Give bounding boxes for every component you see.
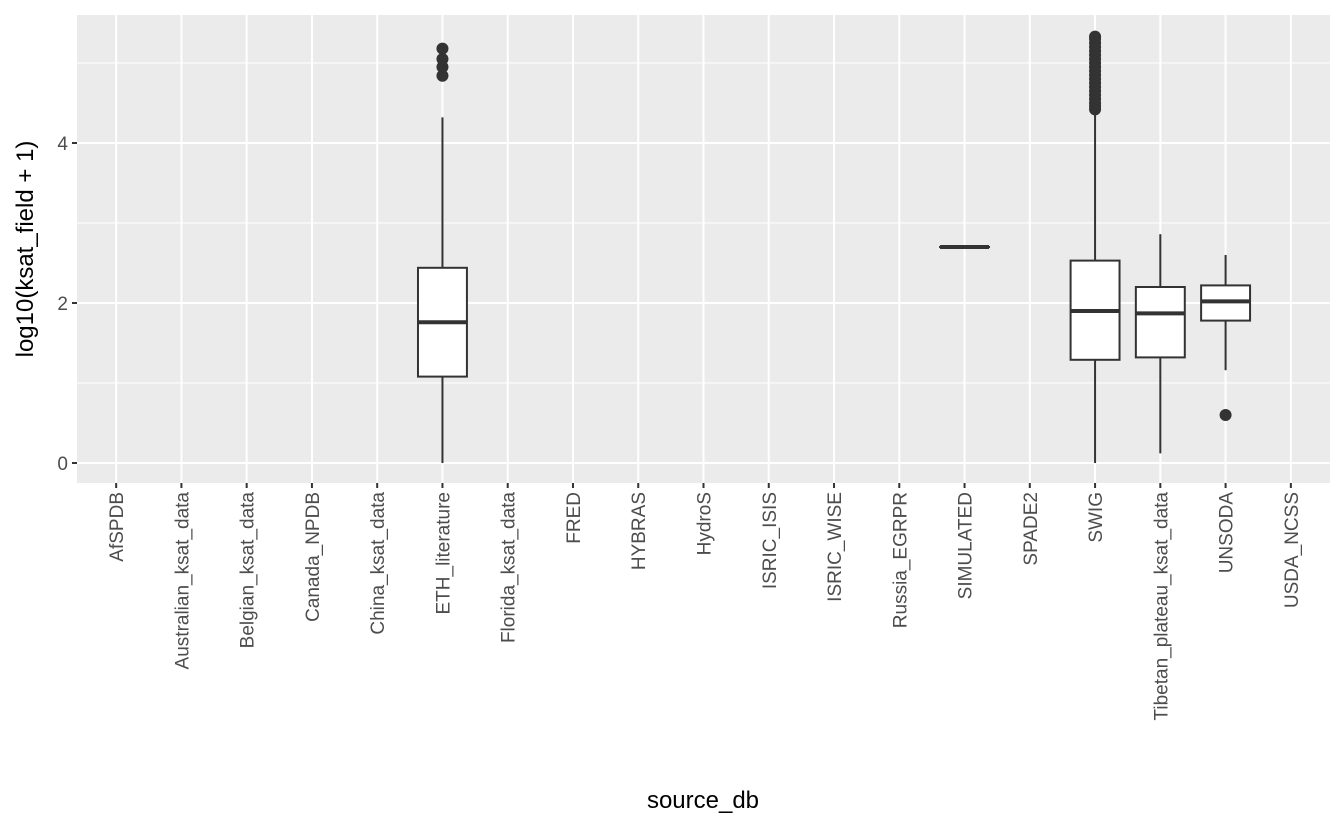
x-tick-label: ISRIC_ISIS bbox=[760, 492, 781, 589]
x-axis-title: source_db bbox=[647, 787, 759, 814]
x-tick-label: UNSODA bbox=[1217, 492, 1238, 574]
y-tick-label: 4 bbox=[57, 134, 68, 155]
x-tick-label: SPADE2 bbox=[1021, 492, 1042, 566]
outlier-point bbox=[1220, 409, 1232, 421]
x-tick-label: HydroS bbox=[695, 492, 716, 555]
x-tick-label: Australian_ksat_data bbox=[172, 492, 193, 670]
x-tick-label: China_ksat_data bbox=[368, 492, 389, 635]
x-tick-label: SWIG bbox=[1086, 492, 1107, 543]
x-tick-label: SIMULATED bbox=[956, 492, 977, 599]
x-tick-label: AfSPDB bbox=[107, 492, 128, 562]
outlier-point bbox=[436, 43, 448, 55]
x-tick-label: Belgian_ksat_data bbox=[238, 492, 259, 649]
x-tick-label: ISRIC_WISE bbox=[825, 492, 846, 602]
y-tick-label: 0 bbox=[57, 454, 68, 475]
x-tick-label: FRED bbox=[564, 492, 585, 544]
outlier-point bbox=[1089, 31, 1101, 43]
iqr-box bbox=[1136, 287, 1185, 357]
y-tick-label: 2 bbox=[57, 294, 68, 315]
x-tick-label: Russia_EGRPR bbox=[890, 492, 911, 628]
y-axis-title: log10(ksat_field + 1) bbox=[12, 141, 39, 358]
x-tick-label: Tibetan_plateau_ksat_data bbox=[1151, 492, 1172, 721]
x-tick-label: Florida_ksat_data bbox=[499, 492, 520, 643]
x-tick-label: USDA_NCSS bbox=[1282, 492, 1303, 608]
x-tick-label: ETH_literature bbox=[433, 492, 454, 615]
outlier-point bbox=[436, 53, 448, 65]
x-tick-label: Canada_NPDB bbox=[303, 492, 324, 622]
x-tick-label: HYBRAS bbox=[629, 492, 650, 570]
